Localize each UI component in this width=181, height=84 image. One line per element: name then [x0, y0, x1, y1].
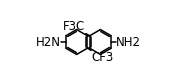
- Text: H2N: H2N: [36, 36, 61, 48]
- Text: F3C: F3C: [63, 20, 86, 33]
- Text: CF3: CF3: [92, 51, 114, 64]
- Text: NH2: NH2: [116, 36, 141, 48]
